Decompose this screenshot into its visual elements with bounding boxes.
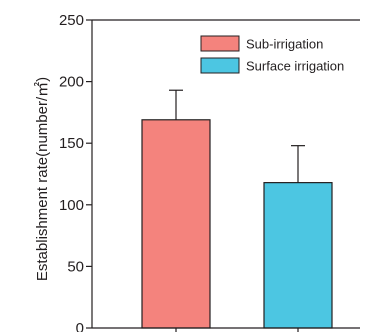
- y-tick-label: 250: [59, 12, 84, 29]
- y-tick-label: 0: [76, 320, 84, 332]
- y-tick-label: 200: [59, 74, 84, 91]
- bar-surface-irrigation: [263, 182, 333, 329]
- bar-sub-irrigation: [141, 119, 211, 329]
- legend-label: Sub-irrigation: [246, 37, 323, 52]
- bars: [141, 89, 333, 329]
- x-axis: [92, 327, 360, 332]
- y-tick-label: 100: [59, 197, 84, 214]
- legend-swatch: [200, 57, 240, 74]
- legend-label: Surface irrigation: [246, 59, 344, 74]
- y-tick-label: 150: [59, 135, 84, 152]
- y-axis: 0 50 100 150 200 250: [59, 12, 360, 332]
- legend-swatch: [200, 35, 240, 52]
- legend: Sub-irrigation Surface irrigation: [200, 35, 344, 74]
- y-tick-label: 50: [67, 258, 84, 275]
- y-axis-title: Establishment rate(number/㎡): [34, 77, 51, 281]
